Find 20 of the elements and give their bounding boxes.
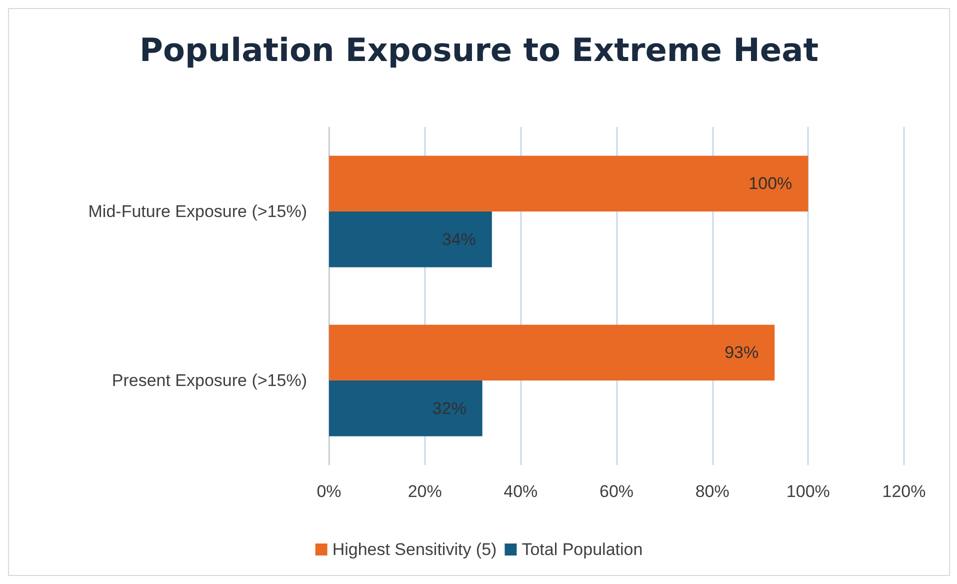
x-tick-label: 0%	[316, 482, 342, 501]
x-tick-label: 40%	[504, 482, 538, 501]
chart-title: Population Exposure to Extreme Heat	[140, 31, 818, 69]
data-label: 100%	[748, 174, 792, 194]
x-tick-label: 80%	[695, 482, 730, 501]
bar	[329, 380, 482, 436]
y-tick-label: Present Exposure (>15%)	[112, 371, 307, 390]
x-tick-label: 60%	[599, 482, 634, 501]
data-label: 93%	[724, 343, 759, 362]
bar	[329, 324, 775, 380]
x-tick-label: 120%	[882, 482, 926, 501]
y-tick-label: Mid-Future Exposure (>15%)	[88, 202, 307, 221]
legend-label: Total Population	[522, 540, 643, 559]
data-label: 32%	[432, 398, 466, 418]
bar	[329, 156, 808, 212]
legend-label: Highest Sensitivity (5)	[332, 540, 497, 559]
bar	[329, 212, 492, 268]
data-label: 34%	[442, 230, 476, 249]
x-tick-label: 100%	[786, 482, 830, 501]
x-tick-label: 20%	[408, 482, 442, 501]
